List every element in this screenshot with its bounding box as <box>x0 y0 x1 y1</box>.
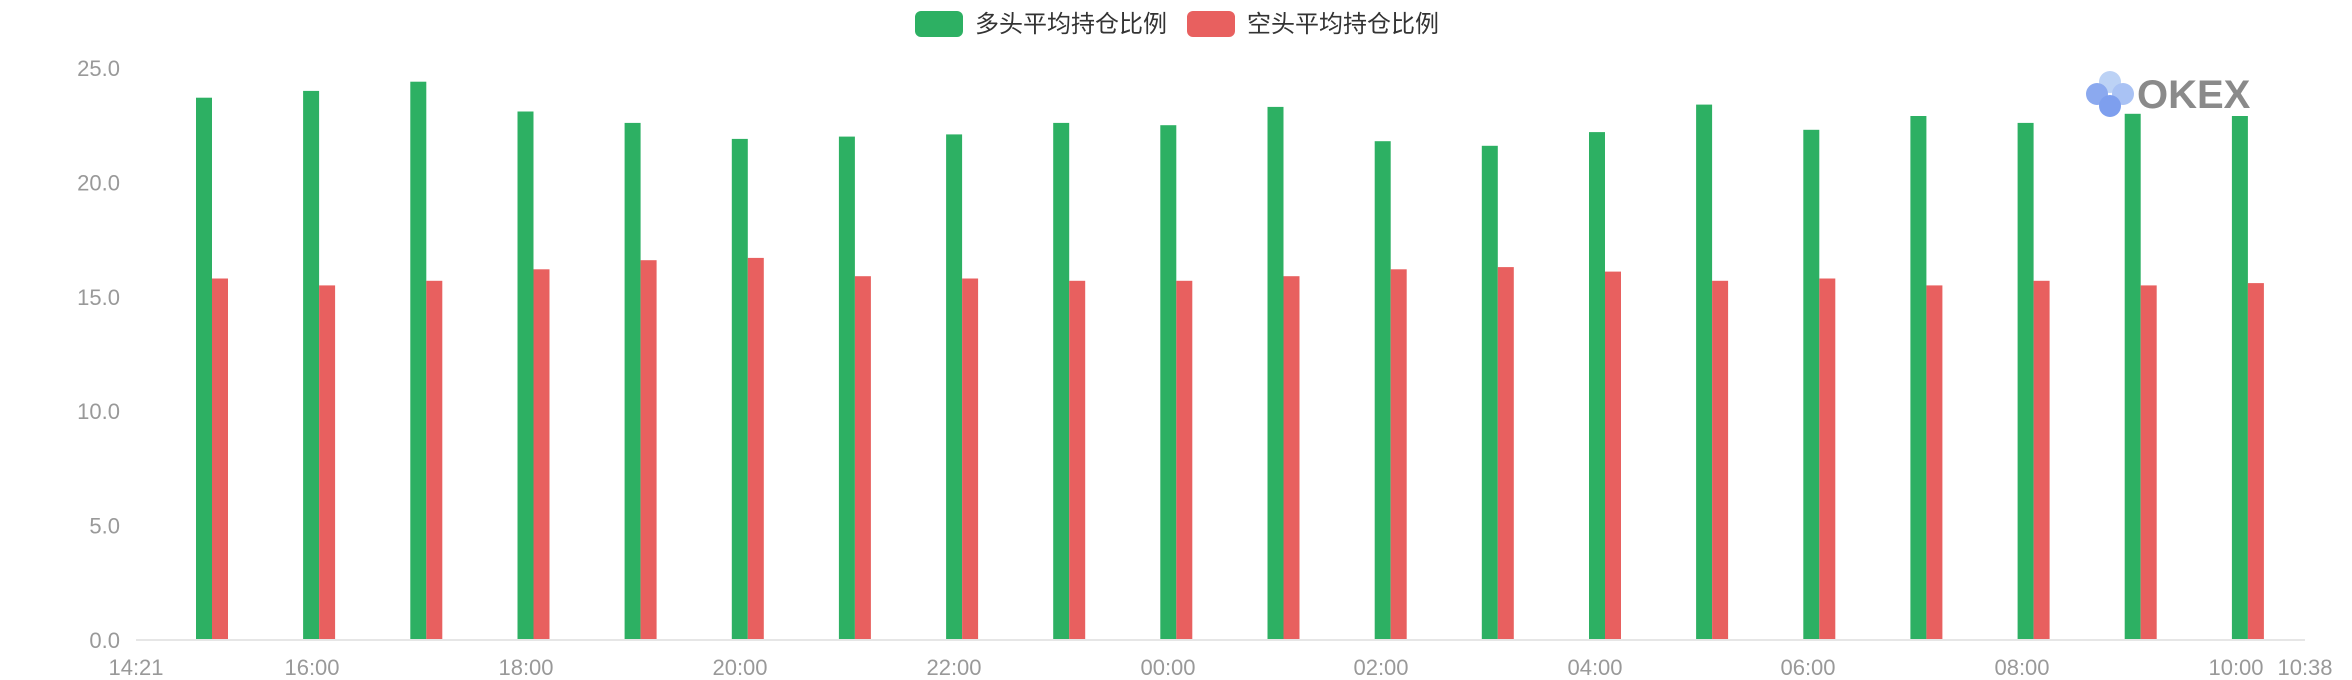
y-tick-label: 0.0 <box>89 628 120 653</box>
bar-short[interactable] <box>1390 269 1407 640</box>
legend-label-short: 空头平均持仓比例 <box>1247 10 1439 38</box>
bar-long[interactable] <box>2231 116 2248 640</box>
bar-long[interactable] <box>1374 141 1391 640</box>
bar-long[interactable] <box>946 134 963 640</box>
x-tick-label: 20:00 <box>712 655 767 680</box>
x-tick-label: 16:00 <box>284 655 339 680</box>
bar-short[interactable] <box>1819 278 1836 641</box>
bar-long[interactable] <box>731 138 748 640</box>
bar-short[interactable] <box>1712 280 1729 640</box>
y-tick-label: 20.0 <box>77 170 120 195</box>
legend-swatch-long <box>915 11 963 37</box>
legend-label-long: 多头平均持仓比例 <box>975 10 1167 38</box>
x-tick-label: 14:21 <box>108 655 163 680</box>
bar-long[interactable] <box>624 122 641 640</box>
legend-swatch-short <box>1187 11 1235 37</box>
y-axis: 0.0 5.0 10.0 15.0 20.0 25.0 <box>77 56 120 653</box>
legend-item-short[interactable]: 空头平均持仓比例 <box>1187 10 1439 38</box>
logo-text: OKEX <box>2137 73 2251 117</box>
x-tick-label: 22:00 <box>926 655 981 680</box>
x-tick-label: 18:00 <box>498 655 553 680</box>
legend[interactable]: 多头平均持仓比例 空头平均持仓比例 <box>915 10 1439 38</box>
logo-icon-dot-bottom <box>2099 95 2121 117</box>
x-tick-label: 10:38 <box>2277 655 2332 680</box>
legend-item-long[interactable]: 多头平均持仓比例 <box>915 10 1167 38</box>
bar-short[interactable] <box>1069 280 1086 640</box>
bar-short[interactable] <box>747 257 764 640</box>
x-tick-label: 00:00 <box>1140 655 1195 680</box>
bar-long[interactable] <box>2017 122 2034 640</box>
bar-long[interactable] <box>2124 113 2141 641</box>
bar-long[interactable] <box>1160 125 1177 640</box>
x-tick-label: 08:00 <box>1994 655 2049 680</box>
bar-short[interactable] <box>1176 280 1193 640</box>
x-tick-label: 10:00 <box>2208 655 2263 680</box>
bar-long[interactable] <box>303 90 320 640</box>
bar-short[interactable] <box>212 278 228 641</box>
bar-long[interactable] <box>1053 122 1070 640</box>
bar-long[interactable] <box>196 97 212 640</box>
bar-short[interactable] <box>962 278 979 641</box>
x-tick-label: 06:00 <box>1780 655 1835 680</box>
bar-short[interactable] <box>319 285 336 640</box>
bar-short[interactable] <box>1926 285 1943 640</box>
bar-long[interactable] <box>1267 106 1284 640</box>
bar-short[interactable] <box>640 260 657 640</box>
y-tick-label: 25.0 <box>77 56 120 81</box>
x-tick-label: 04:00 <box>1567 655 1622 680</box>
x-axis: 14:21 16:00 18:00 20:00 22:00 00:00 02:00 04:00… <box>108 655 2332 680</box>
bar-long[interactable] <box>1696 104 1713 641</box>
bar-long[interactable] <box>838 136 855 640</box>
bar-long[interactable] <box>1481 145 1498 641</box>
bar-short[interactable] <box>2247 283 2264 640</box>
bar-short[interactable] <box>2033 280 2050 640</box>
bar-long[interactable] <box>1589 132 1605 640</box>
bar-short[interactable] <box>1605 271 1621 640</box>
bars <box>196 81 2264 641</box>
bar-short[interactable] <box>1497 267 1514 640</box>
okex-logo[interactable]: OKEX <box>2086 71 2251 117</box>
bar-short[interactable] <box>426 280 443 640</box>
y-tick-label: 15.0 <box>77 285 120 310</box>
bar-long[interactable] <box>1910 116 1927 640</box>
bar-long[interactable] <box>517 111 534 641</box>
bar-short[interactable] <box>1283 276 1300 640</box>
x-tick-label: 02:00 <box>1353 655 1408 680</box>
bar-short[interactable] <box>854 276 871 640</box>
bar-short[interactable] <box>2140 285 2157 640</box>
bar-short[interactable] <box>533 269 550 640</box>
bar-long[interactable] <box>410 81 427 640</box>
bar-long[interactable] <box>1803 129 1820 641</box>
y-tick-label: 5.0 <box>89 514 120 539</box>
y-tick-label: 10.0 <box>77 399 120 424</box>
